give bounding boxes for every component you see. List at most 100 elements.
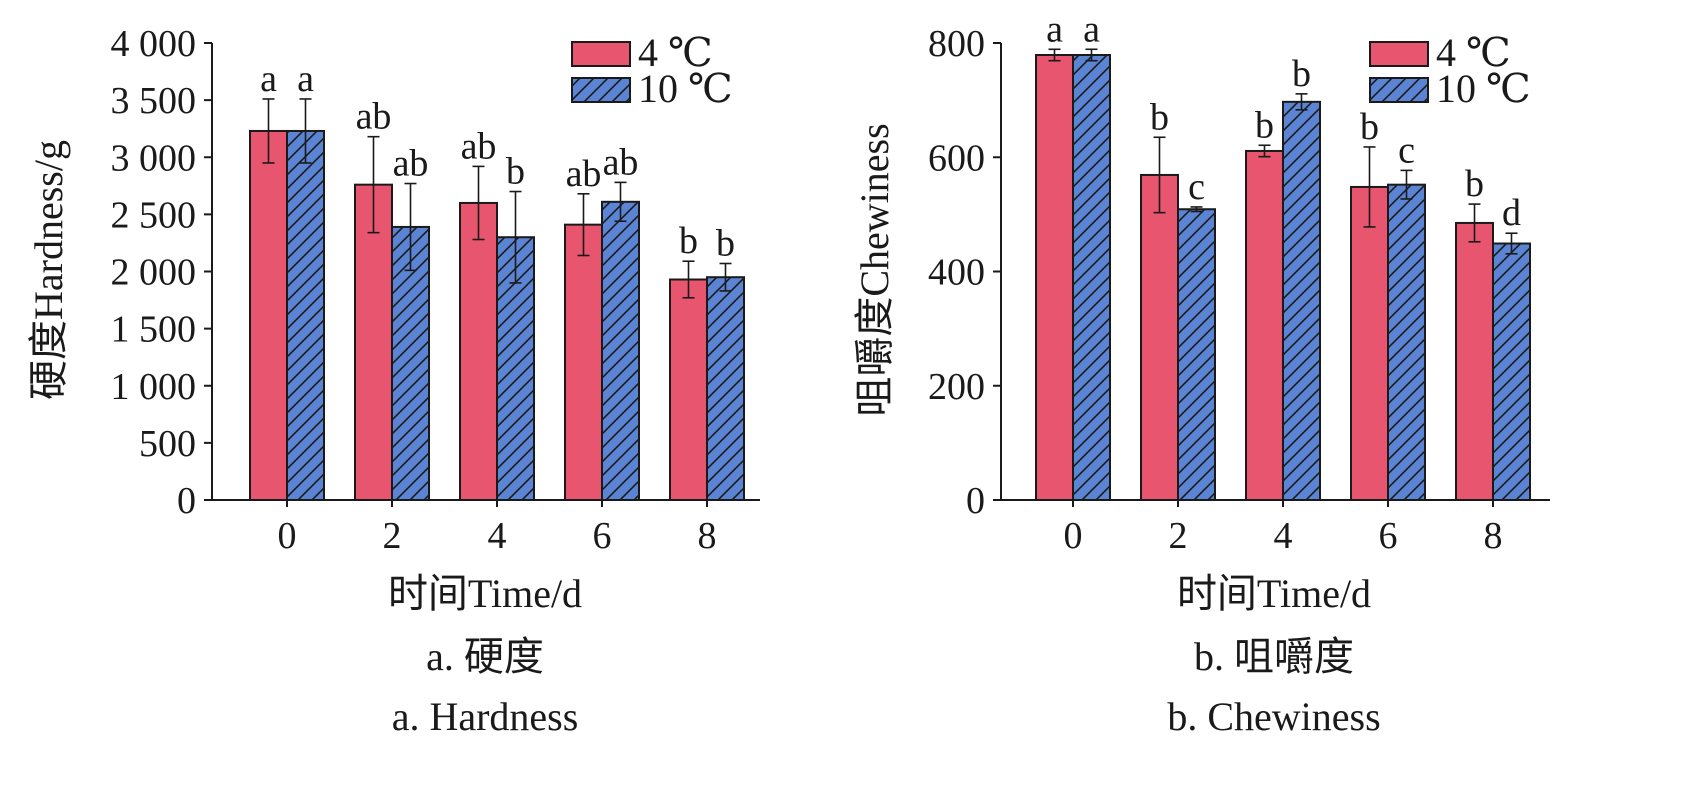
- hardness-bar-s1-6: [601, 200, 640, 501]
- chewiness-sig-letter-s1-4: b: [1292, 53, 1311, 95]
- chewiness-bar-s1-6: [1387, 183, 1426, 501]
- hardness-y-tick-label: 500: [139, 423, 196, 465]
- chewiness-x-tick-label: 0: [1064, 515, 1083, 557]
- hardness-tick-labels: 0 2 4 6 8 0 500 1 000 1 500 2 000 2 500 3 000 3 500 4…: [111, 23, 717, 557]
- hardness-x-tick-label: 2: [383, 515, 402, 557]
- chewiness-error-bar-s0-2: [1153, 136, 1166, 214]
- chewiness-bar-s1-4: [1282, 100, 1321, 502]
- hardness-y-tick-label: 3 000: [111, 137, 197, 179]
- chewiness-y-tick-label: 0: [966, 480, 985, 522]
- hardness-error-bar-s0-6: [577, 193, 590, 257]
- chewiness-y-tick-label: 200: [928, 366, 985, 408]
- chewiness-bar-s0-6: [1350, 185, 1389, 502]
- chewiness-legend-label-1: 10 ℃: [1436, 66, 1531, 111]
- chewiness-sig-letter-s1-6: c: [1398, 129, 1415, 171]
- hardness-sig-letter-s0-4: ab: [461, 125, 497, 167]
- hardness-legend: 4 ℃10 ℃: [571, 30, 733, 111]
- chewiness-error-bar-s1-2: [1190, 206, 1203, 213]
- hardness-bar-s0-4: [459, 201, 498, 501]
- chewiness-error-bar-s0-4: [1258, 144, 1271, 158]
- hardness-legend-swatch-0: [571, 41, 631, 67]
- hardness-sig-letter-s1-4: b: [506, 151, 525, 193]
- chewiness-caption-en: b. Chewiness: [1167, 694, 1380, 739]
- chewiness-sig-letter-s1-8: d: [1502, 192, 1521, 234]
- chewiness-sig-letter-s1-0: a: [1083, 8, 1100, 50]
- chewiness-x-tick-label: 4: [1274, 515, 1293, 557]
- hardness-caption-zh: a. 硬度: [426, 634, 544, 679]
- chewiness-x-tick-label: 6: [1379, 515, 1398, 557]
- hardness-error-bar-s1-6: [614, 181, 627, 223]
- chewiness-x-tick-label: 8: [1484, 515, 1503, 557]
- hardness-axes: [204, 42, 760, 507]
- chewiness-error-bar-s0-0: [1048, 48, 1061, 62]
- chewiness-error-bar-s1-6: [1400, 169, 1413, 200]
- hardness-bar-s1-0: [286, 129, 325, 501]
- chewiness-bar-s1-2: [1177, 208, 1216, 501]
- hardness-legend-swatch-1: [571, 77, 631, 103]
- chewiness-sig-letter-s0-0: a: [1046, 8, 1063, 50]
- hardness-bar-s0-0: [249, 129, 288, 501]
- chewiness-tick-labels: 0 2 4 6 8 0 200 400 600 800: [928, 23, 1503, 557]
- hardness-sig-letter-s0-2: ab: [356, 96, 392, 138]
- chewiness-legend-swatch-1: [1369, 77, 1429, 103]
- hardness-y-tick-label: 0: [177, 480, 196, 522]
- hardness-sig-letter-s1-8: b: [716, 223, 735, 265]
- chewiness-error-bar-s0-8: [1468, 203, 1481, 243]
- chewiness-x-axis-title: 时间Time/d: [1177, 571, 1371, 616]
- hardness-x-tick-label: 4: [488, 515, 507, 557]
- hardness-y-tick-label: 2 000: [111, 252, 197, 294]
- chewiness-bar-s1-8: [1492, 242, 1531, 501]
- chewiness-sig-letter-s0-2: b: [1150, 96, 1169, 138]
- hardness-sig-letter-s0-0: a: [260, 58, 277, 100]
- chewiness-bar-s1-0: [1072, 53, 1111, 502]
- chewiness-bar-s0-2: [1140, 173, 1179, 502]
- hardness-legend-label-1: 10 ℃: [638, 66, 733, 111]
- chewiness-sig-letter-s0-6: b: [1360, 106, 1379, 148]
- chewiness-axes: [993, 42, 1550, 507]
- chewiness-sig-letter-s0-8: b: [1465, 163, 1484, 205]
- chewiness-error-bar-s1-4: [1295, 93, 1308, 111]
- chewiness-bar-s0-8: [1455, 221, 1494, 501]
- hardness-error-bar-s0-2: [367, 135, 380, 234]
- chewiness-sig-letter-s1-2: c: [1188, 166, 1205, 208]
- hardness-error-bar-s0-0: [262, 98, 275, 164]
- chewiness-legend-swatch-0: [1369, 41, 1429, 67]
- chewiness-y-tick-label: 800: [928, 23, 985, 65]
- hardness-y-tick-label: 4 000: [111, 23, 197, 65]
- hardness-error-bar-s1-4: [509, 190, 522, 284]
- hardness-bar-s0-6: [564, 223, 603, 501]
- hardness-error-bar-s1-0: [299, 98, 312, 164]
- hardness-sig-letter-s1-0: a: [297, 58, 314, 100]
- hardness-y-tick-label: 1 500: [111, 309, 197, 351]
- hardness-sig-letter-s1-2: ab: [393, 143, 429, 185]
- chewiness-bar-s0-4: [1245, 149, 1284, 501]
- hardness-x-axis-title: 时间Time/d: [388, 571, 582, 616]
- hardness-error-bar-s0-8: [682, 260, 695, 299]
- chewiness-y-tick-label: 400: [928, 252, 985, 294]
- hardness-sig-letter-s0-8: b: [679, 220, 698, 262]
- hardness-x-tick-label: 0: [278, 515, 297, 557]
- hardness-bar-s0-8: [669, 278, 708, 501]
- hardness-sig-letter-s0-6: ab: [566, 153, 602, 195]
- chewiness-legend: 4 ℃10 ℃: [1369, 30, 1531, 111]
- hardness-legend-label-0: 4 ℃: [638, 30, 713, 75]
- hardness-error-bar-s1-2: [404, 182, 417, 272]
- hardness-y-tick-label: 2 500: [111, 194, 197, 236]
- hardness-bar-s1-8: [706, 276, 745, 501]
- hardness-x-tick-label: 8: [698, 515, 717, 557]
- chewiness-error-bar-s1-8: [1505, 232, 1518, 255]
- hardness-error-bar-s0-4: [472, 165, 485, 241]
- hardness-y-tick-label: 3 500: [111, 80, 197, 122]
- hardness-y-tick-label: 1 000: [111, 366, 197, 408]
- chewiness-y-axis-title: 咀嚼度Chewiness: [852, 123, 897, 416]
- hardness-error-bar-s1-8: [719, 262, 732, 292]
- hardness-x-tick-label: 6: [593, 515, 612, 557]
- chewiness-error-bar-s1-0: [1085, 48, 1098, 62]
- hardness-caption-en: a. Hardness: [392, 694, 579, 739]
